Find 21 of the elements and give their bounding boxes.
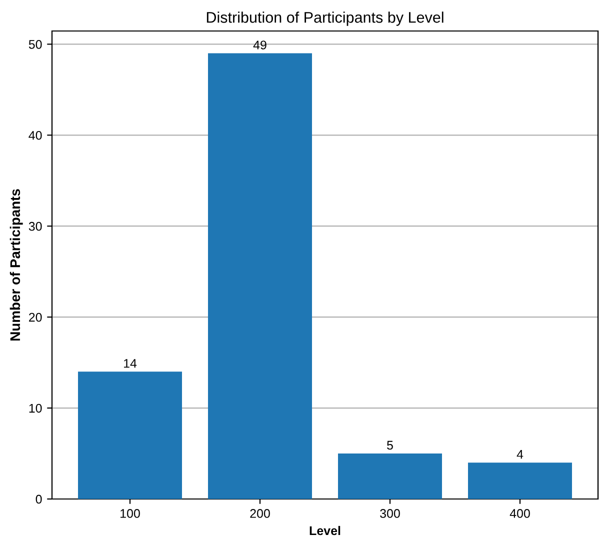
y-tick-label: 50 [28,40,42,49]
data-label: 5 [387,440,393,450]
y-tick-label: 0 [36,494,42,504]
x-tick-label: 400 [510,509,530,518]
bar [338,454,442,499]
x-axis-title: Level [310,526,340,536]
x-tick-label: 200 [250,509,270,518]
bar [208,53,312,499]
y-tick-label: 40 [28,130,42,140]
y-tick-label: 20 [29,312,42,322]
y-axis-title: Number of Participants [10,189,23,340]
data-label: 4 [516,450,524,459]
x-tick-label: 300 [380,509,400,518]
data-label: 14 [124,359,137,368]
y-tick-label: 10 [29,404,42,413]
bar [78,372,182,499]
data-label: 49 [253,40,266,50]
bar [468,462,572,499]
chart-title: Distribution of Participants by Level [206,12,444,26]
y-tick-label: 30 [28,222,42,231]
x-tick-label: 100 [120,509,140,518]
